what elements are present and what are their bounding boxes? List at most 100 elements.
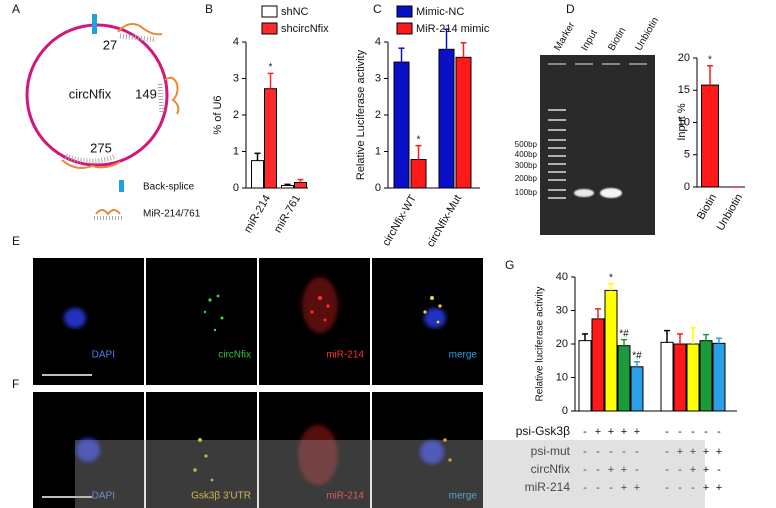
panel-label: A xyxy=(12,2,20,16)
y-axis-label: % of U6 xyxy=(212,95,224,134)
row-cell: + xyxy=(690,464,696,476)
y-tick-label: 30 xyxy=(556,304,568,316)
watermark xyxy=(75,440,705,508)
panel-label: C xyxy=(373,2,382,16)
row-cell: + xyxy=(677,446,683,458)
significance: *# xyxy=(619,328,629,339)
row-cell: - xyxy=(583,482,587,494)
y-tick-label: 3 xyxy=(375,72,381,84)
circ-diagram xyxy=(25,14,180,220)
row-cell: - xyxy=(665,446,669,458)
microscopy xyxy=(33,258,483,508)
y-tick-label: 0 xyxy=(233,182,239,194)
lane-label: Unbiotin xyxy=(633,16,661,53)
legend-text: Back-splice xyxy=(143,182,195,193)
significance: * xyxy=(417,134,421,145)
bar xyxy=(660,341,674,412)
channel-label: DAPI xyxy=(92,350,115,361)
row-label: psi-Gsk3β xyxy=(516,424,570,438)
lane-label: Biotin xyxy=(606,26,628,53)
row-cell: + xyxy=(634,426,640,438)
row-cell: + xyxy=(621,482,627,494)
row-cell: - xyxy=(665,482,669,494)
row-cell: + xyxy=(716,482,722,494)
row-cell: + xyxy=(690,446,696,458)
panel-label: B xyxy=(205,2,213,16)
site-label: 149 xyxy=(135,86,157,101)
size-label: 300bp xyxy=(515,161,538,170)
row-cell: + xyxy=(716,446,722,458)
y-tick-label: 20 xyxy=(556,338,568,350)
site-label: 275 xyxy=(90,140,112,155)
row-cell: + xyxy=(703,446,709,458)
row-cell: - xyxy=(678,464,682,476)
y-tick-label: 10 xyxy=(678,116,690,128)
y-tick-label: 40 xyxy=(556,271,568,283)
legend-label: Mimic-NC xyxy=(416,6,464,18)
bar xyxy=(393,61,410,189)
size-label: 200bp xyxy=(515,174,538,183)
y-tick-label: 2 xyxy=(375,109,381,121)
bar xyxy=(455,56,472,189)
size-label: 500bp xyxy=(515,140,538,149)
legend-swatch xyxy=(261,5,278,18)
lane-label: Marker xyxy=(552,20,577,53)
bar xyxy=(630,366,644,412)
bar xyxy=(686,343,700,412)
row-cell: - xyxy=(704,426,708,438)
row-cell: - xyxy=(583,426,587,438)
significance: * xyxy=(708,54,712,65)
significance: * xyxy=(269,62,273,73)
bar xyxy=(604,289,618,412)
legend-label: shNC xyxy=(281,6,309,18)
x-tick-label: circNfix-WT xyxy=(380,193,419,248)
row-cell: + xyxy=(621,464,627,476)
bar xyxy=(701,84,719,188)
bar xyxy=(578,340,592,412)
significance: *# xyxy=(632,350,642,361)
bar xyxy=(673,343,687,412)
panel-label: E xyxy=(12,234,20,248)
channel-label: miR-214 xyxy=(326,491,364,502)
bar xyxy=(294,182,307,189)
y-tick-label: 4 xyxy=(375,36,381,48)
y-axis-label: Input % xyxy=(676,103,688,141)
row-cell: - xyxy=(691,426,695,438)
row-cell: + xyxy=(703,464,709,476)
x-tick-label: circNfix-Mut xyxy=(425,193,464,249)
bar xyxy=(251,160,264,189)
y-tick-label: 0 xyxy=(375,182,381,194)
site-label: 27 xyxy=(103,37,117,52)
channel-label: merge xyxy=(449,491,478,502)
size-label: 100bp xyxy=(515,188,538,197)
significance: * xyxy=(609,272,613,283)
legend-swatch xyxy=(396,22,413,35)
row-cell: - xyxy=(596,464,600,476)
size-label: 400bp xyxy=(515,150,538,159)
y-tick-label: 0 xyxy=(562,405,568,417)
lane-label: Input xyxy=(579,28,600,53)
bar xyxy=(617,345,631,412)
row-cell: - xyxy=(678,482,682,494)
row-cell: + xyxy=(621,426,627,438)
row-cell: - xyxy=(622,446,626,458)
bar xyxy=(699,340,713,412)
row-cell: - xyxy=(583,446,587,458)
row-cell: - xyxy=(717,464,721,476)
y-tick-label: 20 xyxy=(678,52,690,64)
row-cell: - xyxy=(691,482,695,494)
bar xyxy=(438,48,455,189)
channel-label: merge xyxy=(449,350,478,361)
circ-label: circNfix xyxy=(69,86,112,101)
row-cell: - xyxy=(609,446,613,458)
row-cell: - xyxy=(583,464,587,476)
channel-label: Gsk3β 3'UTR xyxy=(191,491,251,502)
bar xyxy=(712,342,726,412)
y-tick-label: 3 xyxy=(233,72,239,84)
channel-label: circNfix xyxy=(218,350,251,361)
channel-label: DAPI xyxy=(92,491,115,502)
row-cell: + xyxy=(608,464,614,476)
legend-swatch xyxy=(396,5,413,18)
y-axis-label: Relative Luciferase activity xyxy=(355,49,367,180)
